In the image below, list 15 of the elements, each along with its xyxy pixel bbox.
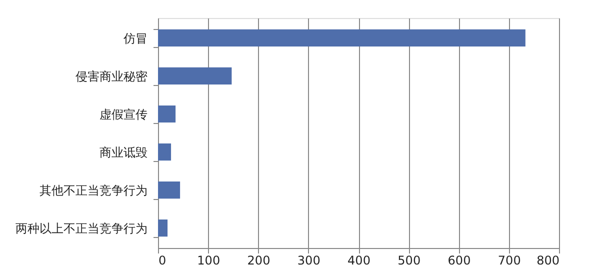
y-tick-label: 仿冒 bbox=[122, 31, 148, 46]
x-tick-label: 800 bbox=[536, 254, 560, 268]
x-tick-label: 100 bbox=[197, 254, 220, 268]
y-tick-label: 商业诋毁 bbox=[100, 146, 148, 160]
y-tick-label: 两种以上不正当竞争行为 bbox=[16, 222, 148, 236]
x-tick-label: 300 bbox=[297, 254, 320, 268]
x-tick-label: 0 bbox=[158, 254, 166, 268]
y-tick-label: 其他不正当竞争行为 bbox=[40, 184, 148, 198]
x-tick-label: 200 bbox=[247, 254, 270, 268]
x-tick-label: 400 bbox=[348, 254, 370, 268]
y-tick-label: 虚假宣传 bbox=[100, 107, 148, 122]
y-tick-label: 侵害商业秘密 bbox=[76, 69, 148, 84]
x-tick-label: 500 bbox=[398, 254, 421, 268]
x-tick-label: 700 bbox=[498, 254, 521, 268]
x-tick-label: 600 bbox=[448, 254, 471, 268]
